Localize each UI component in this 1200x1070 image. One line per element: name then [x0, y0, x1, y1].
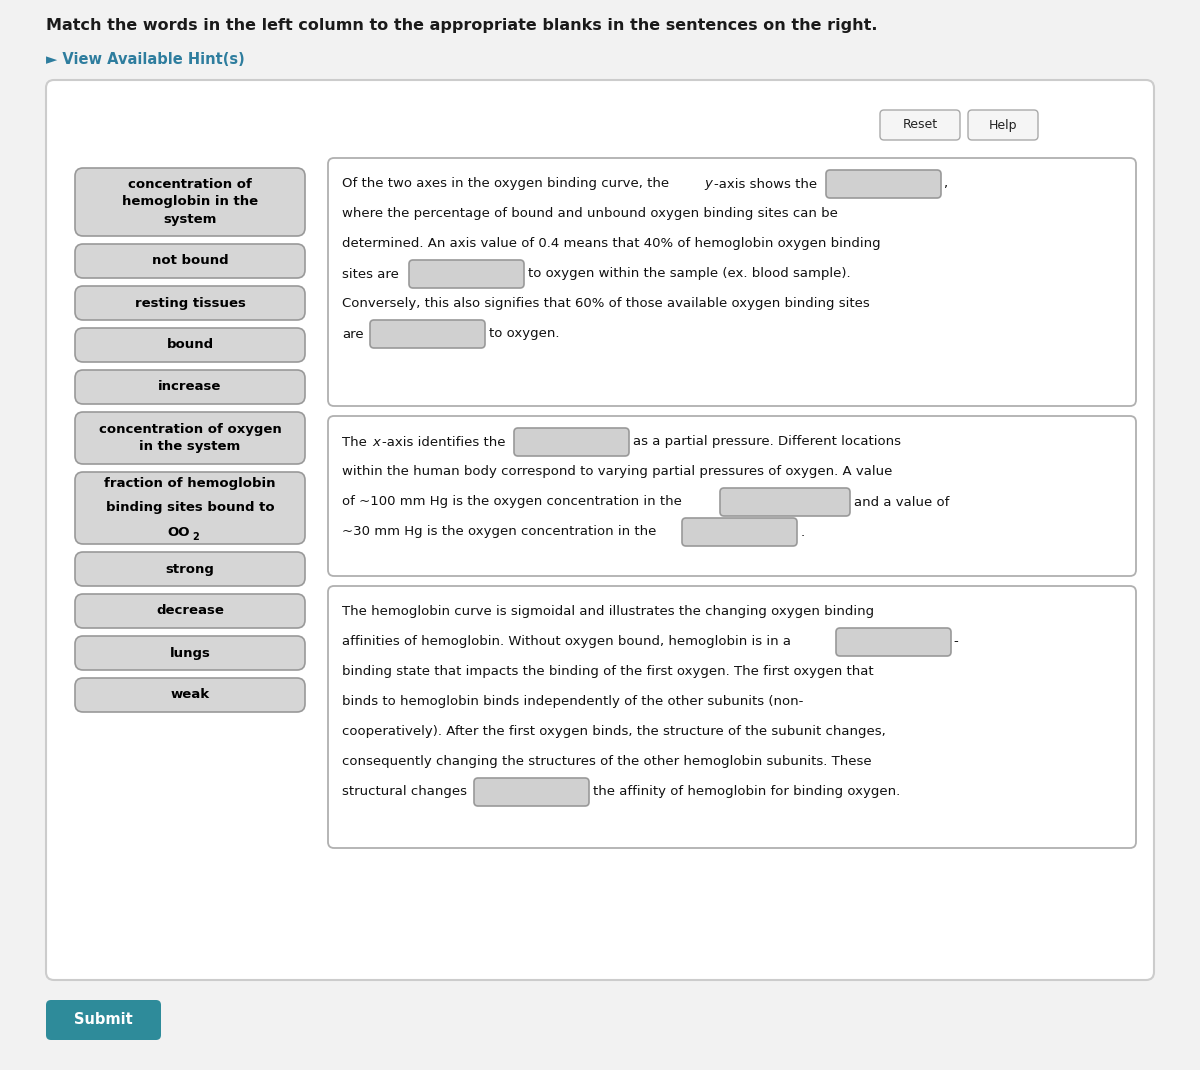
FancyBboxPatch shape	[880, 110, 960, 140]
Text: to oxygen within the sample (ex. blood sample).: to oxygen within the sample (ex. blood s…	[528, 268, 851, 280]
FancyBboxPatch shape	[74, 286, 305, 320]
Text: lungs: lungs	[169, 646, 210, 659]
FancyBboxPatch shape	[74, 168, 305, 236]
Text: x: x	[372, 435, 380, 448]
Text: binds to hemoglobin binds independently of the other subunits (non-: binds to hemoglobin binds independently …	[342, 696, 803, 708]
Text: y: y	[704, 178, 712, 190]
Text: Reset: Reset	[902, 119, 937, 132]
FancyBboxPatch shape	[74, 594, 305, 628]
Text: increase: increase	[158, 381, 222, 394]
FancyBboxPatch shape	[46, 80, 1154, 980]
Text: bound: bound	[167, 338, 214, 352]
FancyBboxPatch shape	[682, 518, 797, 546]
Text: structural changes: structural changes	[342, 785, 467, 798]
FancyBboxPatch shape	[826, 170, 941, 198]
FancyBboxPatch shape	[968, 110, 1038, 140]
Text: ~30 mm Hg is the oxygen concentration in the: ~30 mm Hg is the oxygen concentration in…	[342, 525, 656, 538]
Text: fraction of hemoglobin: fraction of hemoglobin	[104, 477, 276, 490]
FancyBboxPatch shape	[514, 428, 629, 456]
Text: and a value of: and a value of	[854, 495, 949, 508]
FancyBboxPatch shape	[328, 586, 1136, 849]
Text: of ~100 mm Hg is the oxygen concentration in the: of ~100 mm Hg is the oxygen concentratio…	[342, 495, 682, 508]
Text: concentration of oxygen
in the system: concentration of oxygen in the system	[98, 423, 281, 453]
FancyBboxPatch shape	[74, 636, 305, 670]
Text: ► View Available Hint(s): ► View Available Hint(s)	[46, 52, 245, 67]
Text: weak: weak	[170, 688, 210, 702]
Text: not bound: not bound	[151, 255, 228, 268]
Text: decrease: decrease	[156, 605, 224, 617]
Text: where the percentage of bound and unbound oxygen binding sites can be: where the percentage of bound and unboun…	[342, 208, 838, 220]
FancyBboxPatch shape	[74, 472, 305, 544]
Text: Submit: Submit	[73, 1012, 132, 1027]
Text: affinities of hemoglobin. Without oxygen bound, hemoglobin is in a: affinities of hemoglobin. Without oxygen…	[342, 636, 791, 648]
Text: The hemoglobin curve is sigmoidal and illustrates the changing oxygen binding: The hemoglobin curve is sigmoidal and il…	[342, 606, 874, 618]
Text: ,: ,	[943, 178, 947, 190]
Text: within the human body correspond to varying partial pressures of oxygen. A value: within the human body correspond to vary…	[342, 465, 893, 478]
Text: determined. An axis value of 0.4 means that 40% of hemoglobin oxygen binding: determined. An axis value of 0.4 means t…	[342, 238, 881, 250]
Text: consequently changing the structures of the other hemoglobin subunits. These: consequently changing the structures of …	[342, 755, 871, 768]
FancyBboxPatch shape	[720, 488, 850, 516]
Text: -axis identifies the: -axis identifies the	[382, 435, 505, 448]
Text: binding sites bound to: binding sites bound to	[106, 502, 275, 515]
FancyBboxPatch shape	[74, 328, 305, 362]
Text: cooperatively). After the first oxygen binds, the structure of the subunit chang: cooperatively). After the first oxygen b…	[342, 725, 886, 738]
Text: resting tissues: resting tissues	[134, 296, 246, 309]
Text: -: -	[953, 636, 958, 648]
Text: Of the two axes in the oxygen binding curve, the: Of the two axes in the oxygen binding cu…	[342, 178, 673, 190]
FancyBboxPatch shape	[74, 412, 305, 464]
Text: -axis shows the: -axis shows the	[714, 178, 817, 190]
Text: The: The	[342, 435, 371, 448]
FancyBboxPatch shape	[836, 628, 952, 656]
FancyBboxPatch shape	[409, 260, 524, 288]
Text: concentration of
hemoglobin in the
system: concentration of hemoglobin in the syste…	[122, 179, 258, 226]
Text: 2: 2	[192, 532, 199, 542]
FancyBboxPatch shape	[74, 244, 305, 278]
FancyBboxPatch shape	[328, 416, 1136, 576]
Text: .: .	[802, 525, 805, 538]
FancyBboxPatch shape	[74, 370, 305, 404]
Text: OO: OO	[168, 525, 190, 538]
Text: as a partial pressure. Different locations: as a partial pressure. Different locatio…	[634, 435, 901, 448]
Text: sites are: sites are	[342, 268, 398, 280]
FancyBboxPatch shape	[474, 778, 589, 806]
FancyBboxPatch shape	[328, 158, 1136, 406]
FancyBboxPatch shape	[74, 552, 305, 586]
Text: Match the words in the left column to the appropriate blanks in the sentences on: Match the words in the left column to th…	[46, 18, 877, 33]
Text: the affinity of hemoglobin for binding oxygen.: the affinity of hemoglobin for binding o…	[593, 785, 900, 798]
Text: Conversely, this also signifies that 60% of those available oxygen binding sites: Conversely, this also signifies that 60%…	[342, 297, 870, 310]
FancyBboxPatch shape	[46, 1000, 161, 1040]
FancyBboxPatch shape	[370, 320, 485, 348]
FancyBboxPatch shape	[74, 678, 305, 712]
Text: are: are	[342, 327, 364, 340]
Text: binding state that impacts the binding of the first oxygen. The first oxygen tha: binding state that impacts the binding o…	[342, 666, 874, 678]
Text: to oxygen.: to oxygen.	[490, 327, 559, 340]
Text: strong: strong	[166, 563, 215, 576]
Text: Help: Help	[989, 119, 1018, 132]
